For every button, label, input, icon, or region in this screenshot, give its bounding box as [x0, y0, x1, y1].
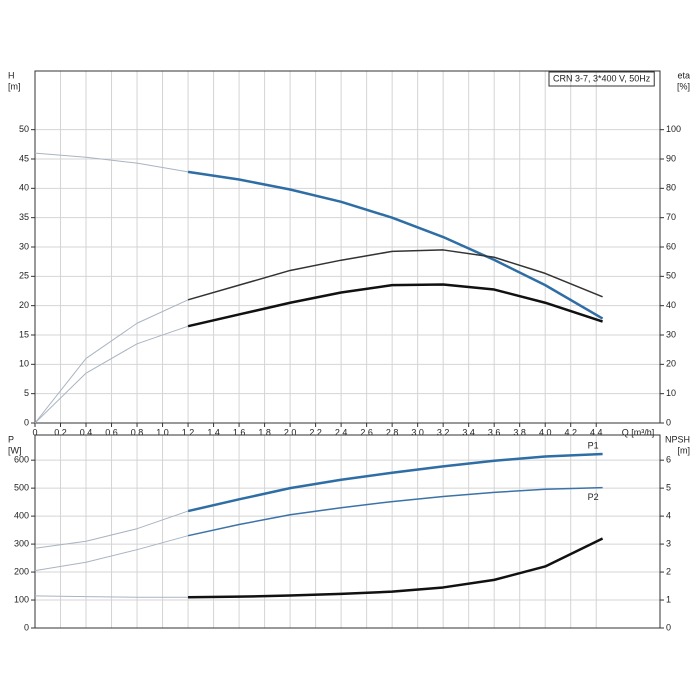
x-tick-label: 1.4	[207, 427, 220, 437]
x-tick-label: 3.4	[462, 427, 475, 437]
series-line-thin	[34, 325, 189, 424]
series-line	[187, 486, 603, 537]
x-tick-label: 0.8	[131, 427, 144, 437]
series-label: P2	[588, 492, 599, 502]
x-tick-label: 1.6	[233, 427, 246, 437]
x-tick-label: 0.4	[80, 427, 93, 437]
series-line	[187, 170, 604, 320]
y-axis-label: P	[8, 434, 14, 444]
y2-axis-unit: [%]	[677, 81, 690, 91]
y2-tick-label: 20	[666, 359, 676, 369]
y2-tick-label: 10	[666, 388, 676, 398]
title-box	[548, 71, 655, 87]
series-line-thin	[34, 152, 189, 173]
x-tick-label: 2.0	[284, 427, 297, 437]
y-tick-label: 400	[14, 510, 29, 520]
x-axis-label: Q [m³/h]	[622, 427, 655, 437]
y2-axis-label: eta	[677, 70, 690, 80]
x-tick-label: 3.8	[513, 427, 526, 437]
series-line	[188, 537, 604, 599]
x-tick-label: 4.0	[539, 427, 552, 437]
y-tick-label: 15	[19, 329, 29, 339]
y-tick-label: 300	[14, 538, 29, 548]
y-axis-label: H	[8, 70, 15, 80]
y2-tick-label: 80	[666, 183, 676, 193]
series-line-thin	[34, 510, 189, 549]
x-tick-label: 1.0	[156, 427, 169, 437]
y-tick-label: 500	[14, 483, 29, 493]
y-tick-label: 100	[14, 594, 29, 604]
y2-tick-label: 6	[666, 455, 671, 465]
y-tick-label: 50	[19, 124, 29, 134]
x-tick-label: 3.2	[437, 427, 450, 437]
y2-tick-label: 3	[666, 538, 671, 548]
x-tick-label: 0.2	[54, 427, 67, 437]
y-tick-label: 40	[19, 183, 29, 193]
x-tick-label: 4.4	[590, 427, 603, 437]
x-tick-label: 1.8	[258, 427, 271, 437]
series-line	[187, 283, 603, 328]
y-tick-label: 5	[24, 388, 29, 398]
y2-tick-label: 4	[666, 510, 671, 520]
y2-tick-label: 40	[666, 300, 676, 310]
x-tick-label: 4.2	[564, 427, 577, 437]
y-tick-label: 20	[19, 300, 29, 310]
x-tick-label: 0	[32, 427, 37, 437]
y2-tick-label: 5	[666, 483, 671, 493]
plot-frame	[34, 434, 661, 629]
y-tick-label: 35	[19, 212, 29, 222]
series-line-thin	[34, 299, 189, 424]
series-line-thin	[34, 595, 189, 598]
y-tick-label: 25	[19, 271, 29, 281]
series-line	[187, 249, 603, 301]
x-tick-label: 1.2	[182, 427, 195, 437]
y2-tick-label: 30	[666, 329, 676, 339]
x-tick-label: 2.6	[360, 427, 373, 437]
y-tick-label: 200	[14, 566, 29, 576]
x-tick-label: 3.6	[488, 427, 501, 437]
y2-tick-label: 0	[666, 622, 671, 632]
y2-axis-unit: [m]	[678, 445, 691, 455]
y2-tick-label: 0	[666, 417, 671, 427]
y2-tick-label: 100	[666, 124, 681, 134]
y2-axis-label: NPSH	[665, 434, 690, 444]
y2-tick-label: 70	[666, 212, 676, 222]
x-tick-label: 0.6	[105, 427, 118, 437]
series-label: P1	[588, 440, 599, 450]
y2-tick-label: 90	[666, 153, 676, 163]
y2-tick-label: 2	[666, 566, 671, 576]
y-tick-label: 0	[24, 417, 29, 427]
series-line	[187, 452, 603, 513]
y-tick-label: 0	[24, 622, 29, 632]
series-line-thin	[34, 535, 189, 572]
y-tick-label: 10	[19, 359, 29, 369]
x-tick-label: 2.2	[309, 427, 322, 437]
y-tick-label: 45	[19, 153, 29, 163]
y-axis-unit: [m]	[8, 81, 21, 91]
y2-tick-label: 50	[666, 271, 676, 281]
y-tick-label: 600	[14, 455, 29, 465]
x-tick-label: 3.0	[411, 427, 424, 437]
x-tick-label: 2.8	[386, 427, 399, 437]
y-tick-label: 30	[19, 241, 29, 251]
x-tick-label: 2.4	[335, 427, 348, 437]
y2-tick-label: 60	[666, 241, 676, 251]
chart-title: CRN 3-7, 3*400 V, 50Hz	[553, 73, 651, 83]
y2-tick-label: 1	[666, 594, 671, 604]
y-axis-unit: [W]	[8, 445, 22, 455]
